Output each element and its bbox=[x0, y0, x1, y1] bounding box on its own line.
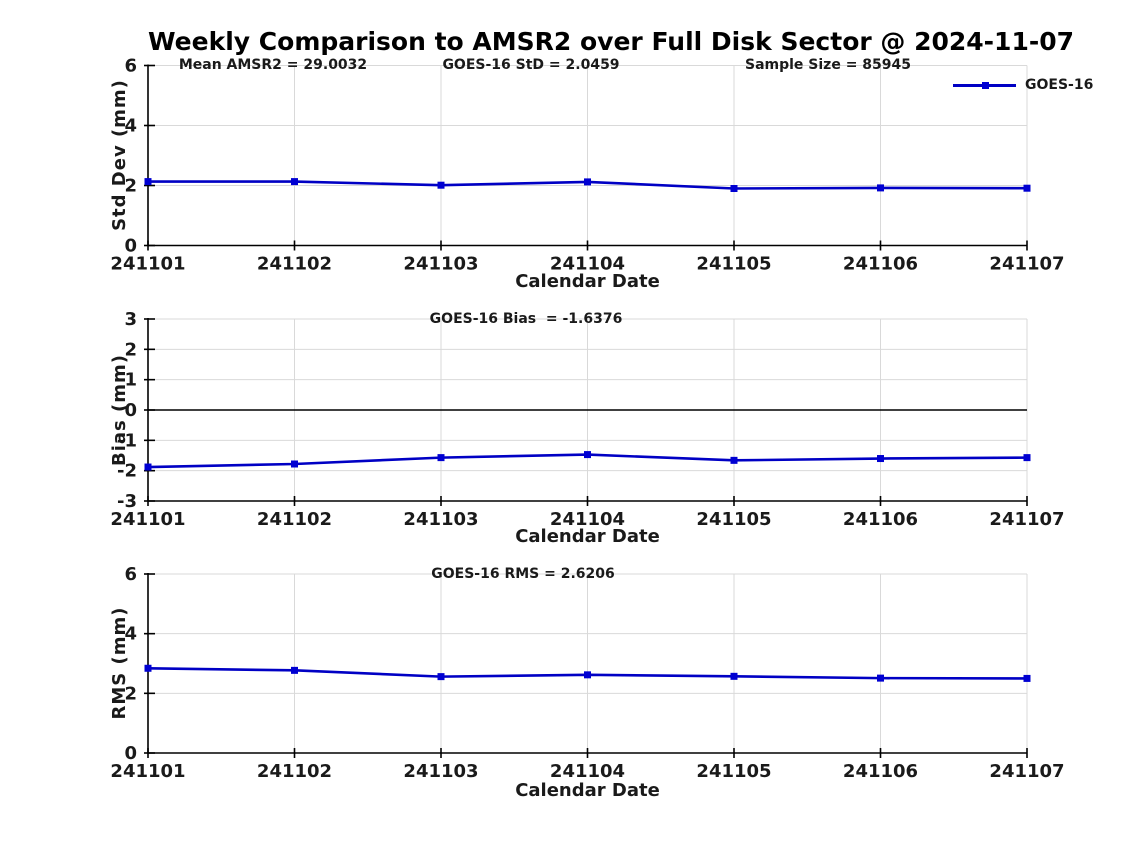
x-tick-label: 241103 bbox=[403, 254, 478, 275]
horizontal-gridlines bbox=[148, 318, 1027, 472]
x-tick-label: 241107 bbox=[989, 761, 1064, 782]
series-goes-16 bbox=[144, 664, 1031, 682]
y-tick-label: 4 bbox=[124, 116, 137, 137]
data-point-marker bbox=[877, 674, 884, 682]
y-tick-label: 2 bbox=[124, 176, 137, 197]
data-point-marker bbox=[877, 455, 884, 463]
data-point-marker bbox=[730, 672, 738, 680]
y-tick-label: -1 bbox=[117, 430, 137, 451]
y-ticks: -3 -2 -1 0 1 2 3 bbox=[117, 309, 155, 512]
y-tick-label: 1 bbox=[124, 370, 137, 391]
x-tick-label: 241102 bbox=[257, 761, 332, 782]
x-tick-label: 241105 bbox=[696, 761, 771, 782]
legend-marker-icon bbox=[982, 82, 989, 89]
y-tick-label: 0 bbox=[124, 400, 137, 421]
y-tick-label: 0 bbox=[124, 743, 137, 764]
legend-line-sample-icon bbox=[953, 76, 1016, 94]
data-point-marker bbox=[291, 460, 298, 468]
x-tick-label: 241102 bbox=[257, 254, 332, 275]
series-goes-16 bbox=[144, 178, 1031, 192]
y-tick-label: 4 bbox=[124, 624, 137, 645]
subplot-2: 241101 241102 241103 241104 241105 241106 2411… bbox=[110, 309, 1064, 530]
series-goes-16 bbox=[144, 451, 1031, 471]
data-point-marker bbox=[437, 181, 445, 189]
x-tick-label: 241103 bbox=[403, 509, 478, 530]
x-tick-label: 241106 bbox=[843, 761, 918, 782]
y-ticks: 0 2 4 6 bbox=[124, 564, 155, 764]
data-point-marker bbox=[437, 673, 445, 681]
x-tick-label: 241103 bbox=[403, 761, 478, 782]
rms-y-axis-label: RMS (mm) bbox=[109, 606, 130, 720]
data-point-marker bbox=[877, 184, 884, 192]
horizontal-gridlines bbox=[148, 573, 1027, 694]
data-point-marker bbox=[291, 178, 298, 186]
data-point-marker bbox=[144, 463, 152, 471]
x-tick-label: 241105 bbox=[696, 254, 771, 275]
legend: GOES-16 bbox=[953, 76, 1093, 94]
x-tick-label: 241101 bbox=[110, 761, 185, 782]
x-tick-label: 241106 bbox=[843, 254, 918, 275]
data-point-marker bbox=[730, 456, 738, 464]
data-point-marker bbox=[437, 454, 445, 462]
bias-y-axis-label: Bias (mm) bbox=[109, 354, 130, 466]
x-ticks: 241101 241102 241103 241104 241105 241106 2411… bbox=[110, 240, 1065, 275]
stddev-annotation-sample-size: Sample Size = 85945 bbox=[744, 57, 912, 73]
bias-annotation: GOES-16 Bias = -1.6376 bbox=[429, 311, 623, 327]
x-tick-label: 241104 bbox=[550, 254, 625, 275]
data-point-marker bbox=[1023, 454, 1031, 462]
bias-x-axis-label: Calendar Date bbox=[515, 526, 660, 547]
stddev-annotation-goes16-std: GOES-16 StD = 2.0459 bbox=[442, 57, 620, 73]
legend-label: GOES-16 bbox=[1025, 77, 1094, 93]
y-tick-label: 6 bbox=[124, 564, 137, 585]
subplot-3: 241101 241102 241103 241104 241105 241106 2411… bbox=[110, 564, 1064, 782]
data-point-marker bbox=[584, 451, 591, 459]
y-tick-label: 2 bbox=[124, 683, 137, 704]
subplot-1: 241101 241102 241103 241104 241105 241106 2411… bbox=[110, 56, 1064, 275]
x-tick-label: 241102 bbox=[257, 509, 332, 530]
x-tick-label: 241104 bbox=[550, 509, 625, 530]
data-point-marker bbox=[144, 664, 152, 672]
x-tick-label: 241101 bbox=[110, 254, 185, 275]
x-tick-label: 241107 bbox=[989, 509, 1064, 530]
y-tick-label: 0 bbox=[124, 236, 137, 257]
x-ticks: 241101 241102 241103 241104 241105 241106 2411… bbox=[110, 748, 1065, 782]
y-tick-label: 3 bbox=[124, 309, 137, 330]
y-tick-label: 2 bbox=[124, 339, 137, 360]
stddev-x-axis-label: Calendar Date bbox=[515, 271, 660, 292]
y-tick-label: -2 bbox=[117, 461, 137, 482]
vertical-gridlines bbox=[147, 574, 1028, 753]
vertical-gridlines bbox=[147, 65, 1028, 246]
x-tick-label: 241101 bbox=[110, 509, 185, 530]
x-ticks: 241101 241102 241103 241104 241105 241106 2411… bbox=[110, 496, 1065, 530]
x-tick-label: 241106 bbox=[843, 509, 918, 530]
y-tick-label: 6 bbox=[124, 56, 137, 77]
x-tick-label: 241105 bbox=[696, 509, 771, 530]
page-title: Weekly Comparison to AMSR2 over Full Dis… bbox=[148, 27, 1075, 56]
data-point-marker bbox=[144, 178, 152, 186]
rms-annotation: GOES-16 RMS = 2.6206 bbox=[431, 566, 615, 582]
stddev-y-axis-label: Std Dev (mm) bbox=[109, 79, 130, 231]
rms-x-axis-label: Calendar Date bbox=[515, 780, 660, 801]
data-point-marker bbox=[730, 185, 738, 192]
y-tick-label: -3 bbox=[117, 491, 137, 512]
data-point-marker bbox=[1023, 674, 1031, 682]
data-point-marker bbox=[291, 666, 298, 674]
x-tick-label: 241104 bbox=[550, 761, 625, 782]
stddev-annotation-mean-amsr2: Mean AMSR2 = 29.0032 bbox=[178, 57, 368, 73]
data-point-marker bbox=[584, 671, 591, 679]
x-tick-label: 241107 bbox=[989, 254, 1064, 275]
y-ticks: 0 2 4 6 bbox=[124, 56, 155, 257]
data-point-marker bbox=[1023, 184, 1031, 192]
data-point-marker bbox=[584, 178, 591, 186]
